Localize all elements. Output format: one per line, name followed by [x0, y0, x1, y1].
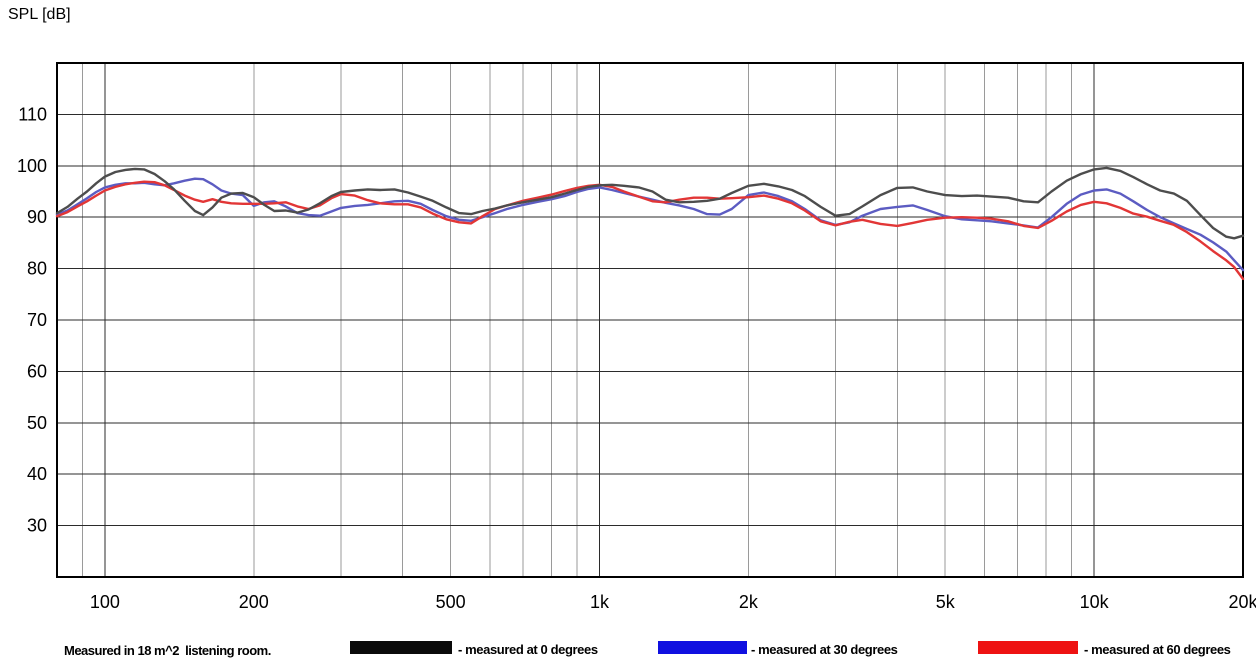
- y-tick-label: 70: [27, 310, 47, 330]
- curve-60-degrees: [55, 180, 1245, 281]
- y-tick-label: 50: [27, 413, 47, 433]
- x-tick-label: 10k: [1080, 592, 1110, 612]
- x-tick-label: 2k: [739, 592, 759, 612]
- plot-area: 100 200 500 1k 2k 5k 10k 20k 110 100 90 80 70 60 50 40 3…: [17, 62, 1256, 612]
- y-tick-label: 40: [27, 464, 47, 484]
- legend-swatch-0-degrees: [350, 641, 452, 654]
- x-tick-label: 20k: [1228, 592, 1256, 612]
- legend-label-0-degrees: - measured at 0 degrees: [458, 642, 598, 657]
- x-tick-label: 100: [90, 592, 120, 612]
- legend-label-60-degrees: - measured at 60 degrees: [1084, 642, 1231, 657]
- legend-swatch-60-degrees: [978, 641, 1078, 654]
- y-tick-label: 60: [27, 361, 47, 381]
- x-tick-label: 5k: [936, 592, 956, 612]
- measurement-note: Measured in 18 m^2 listening room.: [64, 643, 271, 658]
- x-tick-label: 200: [239, 592, 269, 612]
- x-tick-label: 500: [436, 592, 466, 612]
- y-tick-label: 110: [18, 104, 47, 124]
- y-tick-label: 80: [27, 259, 47, 279]
- plot-frame: [56, 62, 1244, 578]
- x-tick-label: 1k: [590, 592, 610, 612]
- curve-0-degrees: [55, 166, 1245, 240]
- legend-swatch-30-degrees: [658, 641, 747, 654]
- curve-30-degrees: [55, 177, 1245, 272]
- legend-label-30-degrees: - measured at 30 degrees: [751, 642, 898, 657]
- y-tick-label: 100: [17, 156, 47, 176]
- y-tick-label: 90: [27, 207, 47, 227]
- y-axis-title: SPL [dB]: [8, 6, 71, 23]
- y-tick-label: 30: [27, 516, 47, 536]
